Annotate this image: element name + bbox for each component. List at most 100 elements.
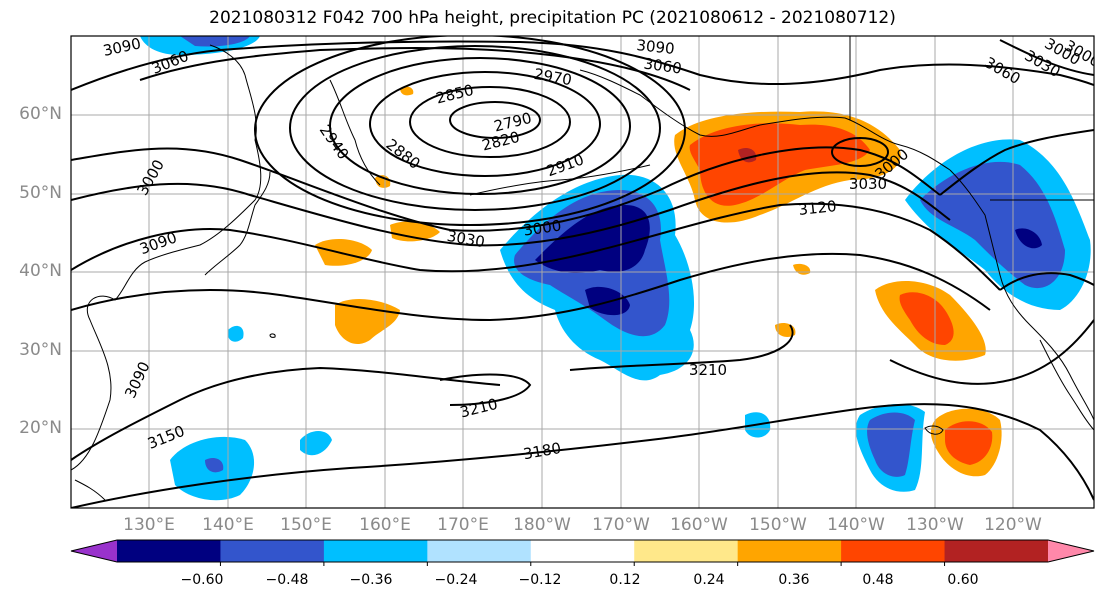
colorbar-segments xyxy=(117,540,1049,562)
contour-3030 xyxy=(71,171,951,247)
contour-2790 xyxy=(449,101,541,139)
lat-label: 40°N xyxy=(19,261,62,281)
island-chain-west xyxy=(269,333,276,338)
lon-label: 150°W xyxy=(749,515,807,535)
positive-blob-japan-east xyxy=(315,238,372,266)
contour-3180 xyxy=(71,403,1094,508)
coastlines xyxy=(71,36,1094,501)
colorbar-left-arrow xyxy=(71,540,117,562)
colorbar-segment xyxy=(944,540,1049,562)
map-frame xyxy=(70,35,1095,509)
aleutian-islands xyxy=(469,164,651,196)
colorbar-tick-label: 0.48 xyxy=(862,572,894,588)
negative-blob-west-pacific-2 xyxy=(300,431,332,456)
colorbar-segment xyxy=(220,540,325,562)
contour-3150 xyxy=(71,366,501,461)
contour-2910 xyxy=(289,45,661,211)
colorbar xyxy=(70,539,1095,566)
contour-3120-east xyxy=(999,272,1094,291)
contour-3000 xyxy=(71,146,941,232)
lon-label: 170°E xyxy=(437,515,489,535)
hawaii-islands xyxy=(924,425,944,435)
colorbar-segment xyxy=(427,540,532,562)
lat-label: 60°N xyxy=(19,104,62,124)
colorbar-segment xyxy=(737,540,842,562)
lon-label: 140°W xyxy=(827,515,885,535)
lat-label: 30°N xyxy=(19,340,62,360)
colorbar-segment xyxy=(323,540,428,562)
philippine-islands xyxy=(74,479,106,501)
height-contours xyxy=(71,36,1094,508)
colorbar-tick-label: −0.48 xyxy=(265,572,309,588)
colorbar-tick-label: 0.36 xyxy=(778,572,810,588)
contour-2850 xyxy=(369,71,601,177)
colorbar-tick-label: 0.12 xyxy=(609,572,641,588)
lon-label: 180°W xyxy=(513,515,571,535)
coastline-kamchatka xyxy=(329,79,381,186)
colorbar-segment xyxy=(530,540,635,562)
lon-label: 160°W xyxy=(670,515,728,535)
colorbar-tick-label: 0.60 xyxy=(947,572,979,588)
negative-blob-small-2 xyxy=(227,325,244,342)
lon-label: 160°E xyxy=(359,515,411,535)
contour-label: 3090 xyxy=(101,34,142,60)
precipitation-shading xyxy=(140,36,1091,501)
contour-3000-east xyxy=(939,129,1094,196)
lon-label: 170°W xyxy=(592,515,650,535)
contour-3210-b xyxy=(569,324,794,371)
colorbar-segment xyxy=(841,540,946,562)
coastline-japan xyxy=(204,171,271,276)
colorbar-tick-label: −0.24 xyxy=(434,572,478,588)
lon-label: 120°W xyxy=(984,515,1042,535)
lat-label: 20°N xyxy=(19,418,62,438)
lon-label: 150°E xyxy=(280,515,332,535)
contour-3030-east xyxy=(999,39,1094,76)
coastline-mexico xyxy=(1039,339,1094,431)
coastline-asia xyxy=(71,44,262,471)
contour-3060 xyxy=(71,40,1094,91)
contour-label: 3000 xyxy=(522,216,562,239)
contour-3210-a xyxy=(439,373,532,406)
colorbar-tick-label: 0.24 xyxy=(693,572,725,588)
positive-blob-japan-east-2 xyxy=(390,221,440,242)
contour-3030-low xyxy=(831,137,889,167)
map-title: 2021080312 F042 700 hPa height, precipit… xyxy=(209,8,896,28)
negative-blob-nw-america-mid xyxy=(920,161,1065,289)
negative-blob-japan-sea-mid xyxy=(180,36,250,47)
negative-blob-nw-america-core xyxy=(1015,228,1042,249)
positive-blob-small-4 xyxy=(400,86,414,96)
lon-label: 130°W xyxy=(906,515,964,535)
colorbar-segment xyxy=(117,540,221,562)
negative-blob-west-pacific-mid xyxy=(205,458,224,473)
contour-label: 3030 xyxy=(849,175,887,193)
coastline-bering xyxy=(579,69,761,137)
contour-2820 xyxy=(409,86,571,158)
colorbar-tick-label: −0.60 xyxy=(180,572,224,588)
colorbar-ticks xyxy=(219,562,946,566)
contour-3150-east xyxy=(889,319,1094,385)
contour-label: 3090 xyxy=(636,36,676,58)
colorbar-segment xyxy=(634,540,739,562)
contour-label: 3210 xyxy=(689,361,727,379)
lon-label: 140°E xyxy=(202,515,254,535)
contour-3120 xyxy=(71,252,991,322)
contour-label: 3120 xyxy=(798,197,838,219)
map-panel: 3090 3060 3090 3060 2970 2850 2790 2820 … xyxy=(71,34,1094,508)
contour-2880 xyxy=(329,57,631,195)
contour-2940 xyxy=(254,36,686,226)
contour-3090 xyxy=(71,202,1001,291)
lat-label: 50°N xyxy=(19,183,62,203)
lon-label: 130°E xyxy=(123,515,175,535)
coastline-north-america xyxy=(949,169,1094,421)
contour-label: 3060 xyxy=(643,54,683,77)
positive-blob-ne-hawaii-strong xyxy=(899,292,954,345)
colorbar-tick-label: −0.36 xyxy=(349,572,393,588)
positive-blob-east-hawaii-strong xyxy=(945,421,993,465)
colorbar-right-arrow xyxy=(1048,540,1094,562)
colorbar-outline xyxy=(70,539,1095,563)
negative-blob-central-core-2 xyxy=(585,286,630,316)
colorbar-tick-label: −0.12 xyxy=(518,572,562,588)
contour-2970 xyxy=(139,47,691,91)
coastline-alaska xyxy=(759,116,951,171)
